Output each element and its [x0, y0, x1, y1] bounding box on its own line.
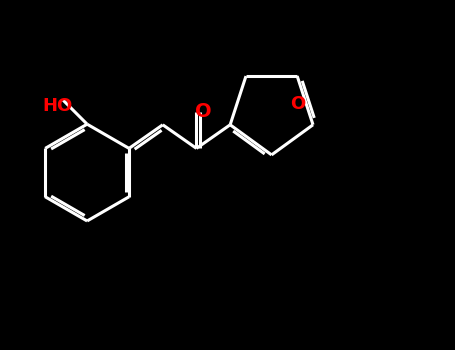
- Text: O: O: [195, 102, 211, 121]
- Text: HO: HO: [43, 97, 73, 115]
- Text: O: O: [290, 95, 305, 113]
